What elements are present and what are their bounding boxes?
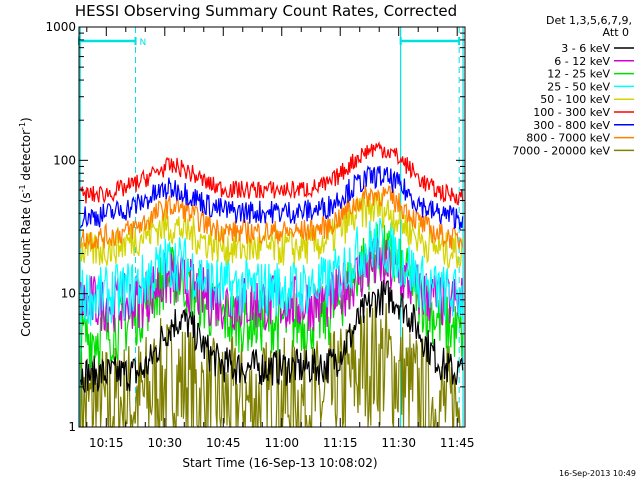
x-tick-label-2: 10:45: [206, 436, 241, 450]
chart-title: HESSI Observing Summary Count Rates, Cor…: [75, 2, 457, 20]
y-tick-label-0: 1: [68, 420, 76, 434]
x-tick-label-4: 11:15: [323, 436, 358, 450]
x-tick-label-3: 11:00: [264, 436, 299, 450]
legend-header-1: Det 1,3,5,6,7,9,: [546, 14, 632, 27]
series-line-5: [80, 140, 464, 206]
series-line-6: [80, 165, 464, 230]
legend-header-2: Att 0: [603, 26, 629, 39]
night-label: N: [140, 38, 147, 48]
y-axis-label: Corrected Count Rate (s-1 detector-1): [18, 117, 33, 336]
x-axis: 10:15 10:30 10:45 11:00 11:15 11:30 11:45: [86, 27, 475, 450]
y-axis-label-sup2: -1: [18, 122, 27, 130]
legend-label-2: 12 - 25 keV: [547, 68, 610, 81]
y-axis-label-mid: detector: [19, 130, 33, 185]
timestamp: 16-Sep-2013 10:49: [559, 469, 636, 478]
y-tick-label-1: 10: [61, 287, 76, 301]
legend-label-1: 6 - 12 keV: [554, 55, 610, 68]
series-layer: [80, 140, 464, 428]
series-line-3: [80, 217, 464, 326]
series-line-0: [80, 279, 464, 393]
y-tick-label-2: 100: [53, 153, 76, 167]
x-tick-label-1: 10:30: [147, 436, 182, 450]
x-tick-label-6: 11:45: [440, 436, 475, 450]
x-axis-label: Start Time (16-Sep-13 10:08:02): [182, 456, 377, 470]
legend-label-6: 300 - 800 keV: [533, 119, 610, 132]
legend-label-4: 50 - 100 keV: [540, 93, 610, 106]
legend-label-7: 800 - 7000 keV: [526, 132, 610, 145]
y-axis-label-sup1: -1: [18, 184, 27, 192]
x-tick-label-0: 10:15: [89, 436, 124, 450]
legend-label-0: 3 - 6 keV: [561, 42, 610, 55]
x-tick-label-5: 11:30: [381, 436, 416, 450]
legend-label-5: 100 - 300 keV: [533, 106, 610, 119]
legend-label-3: 25 - 50 keV: [547, 80, 610, 93]
y-tick-label-3: 1000: [45, 20, 76, 34]
y-axis-label-end: ): [19, 117, 33, 122]
plot-frame: [78, 26, 466, 428]
y-axis-label-main: Corrected Count Rate (s: [19, 192, 33, 336]
legend-label-8: 7000 - 20000 keV: [512, 144, 610, 157]
series-line-7: [80, 185, 464, 250]
